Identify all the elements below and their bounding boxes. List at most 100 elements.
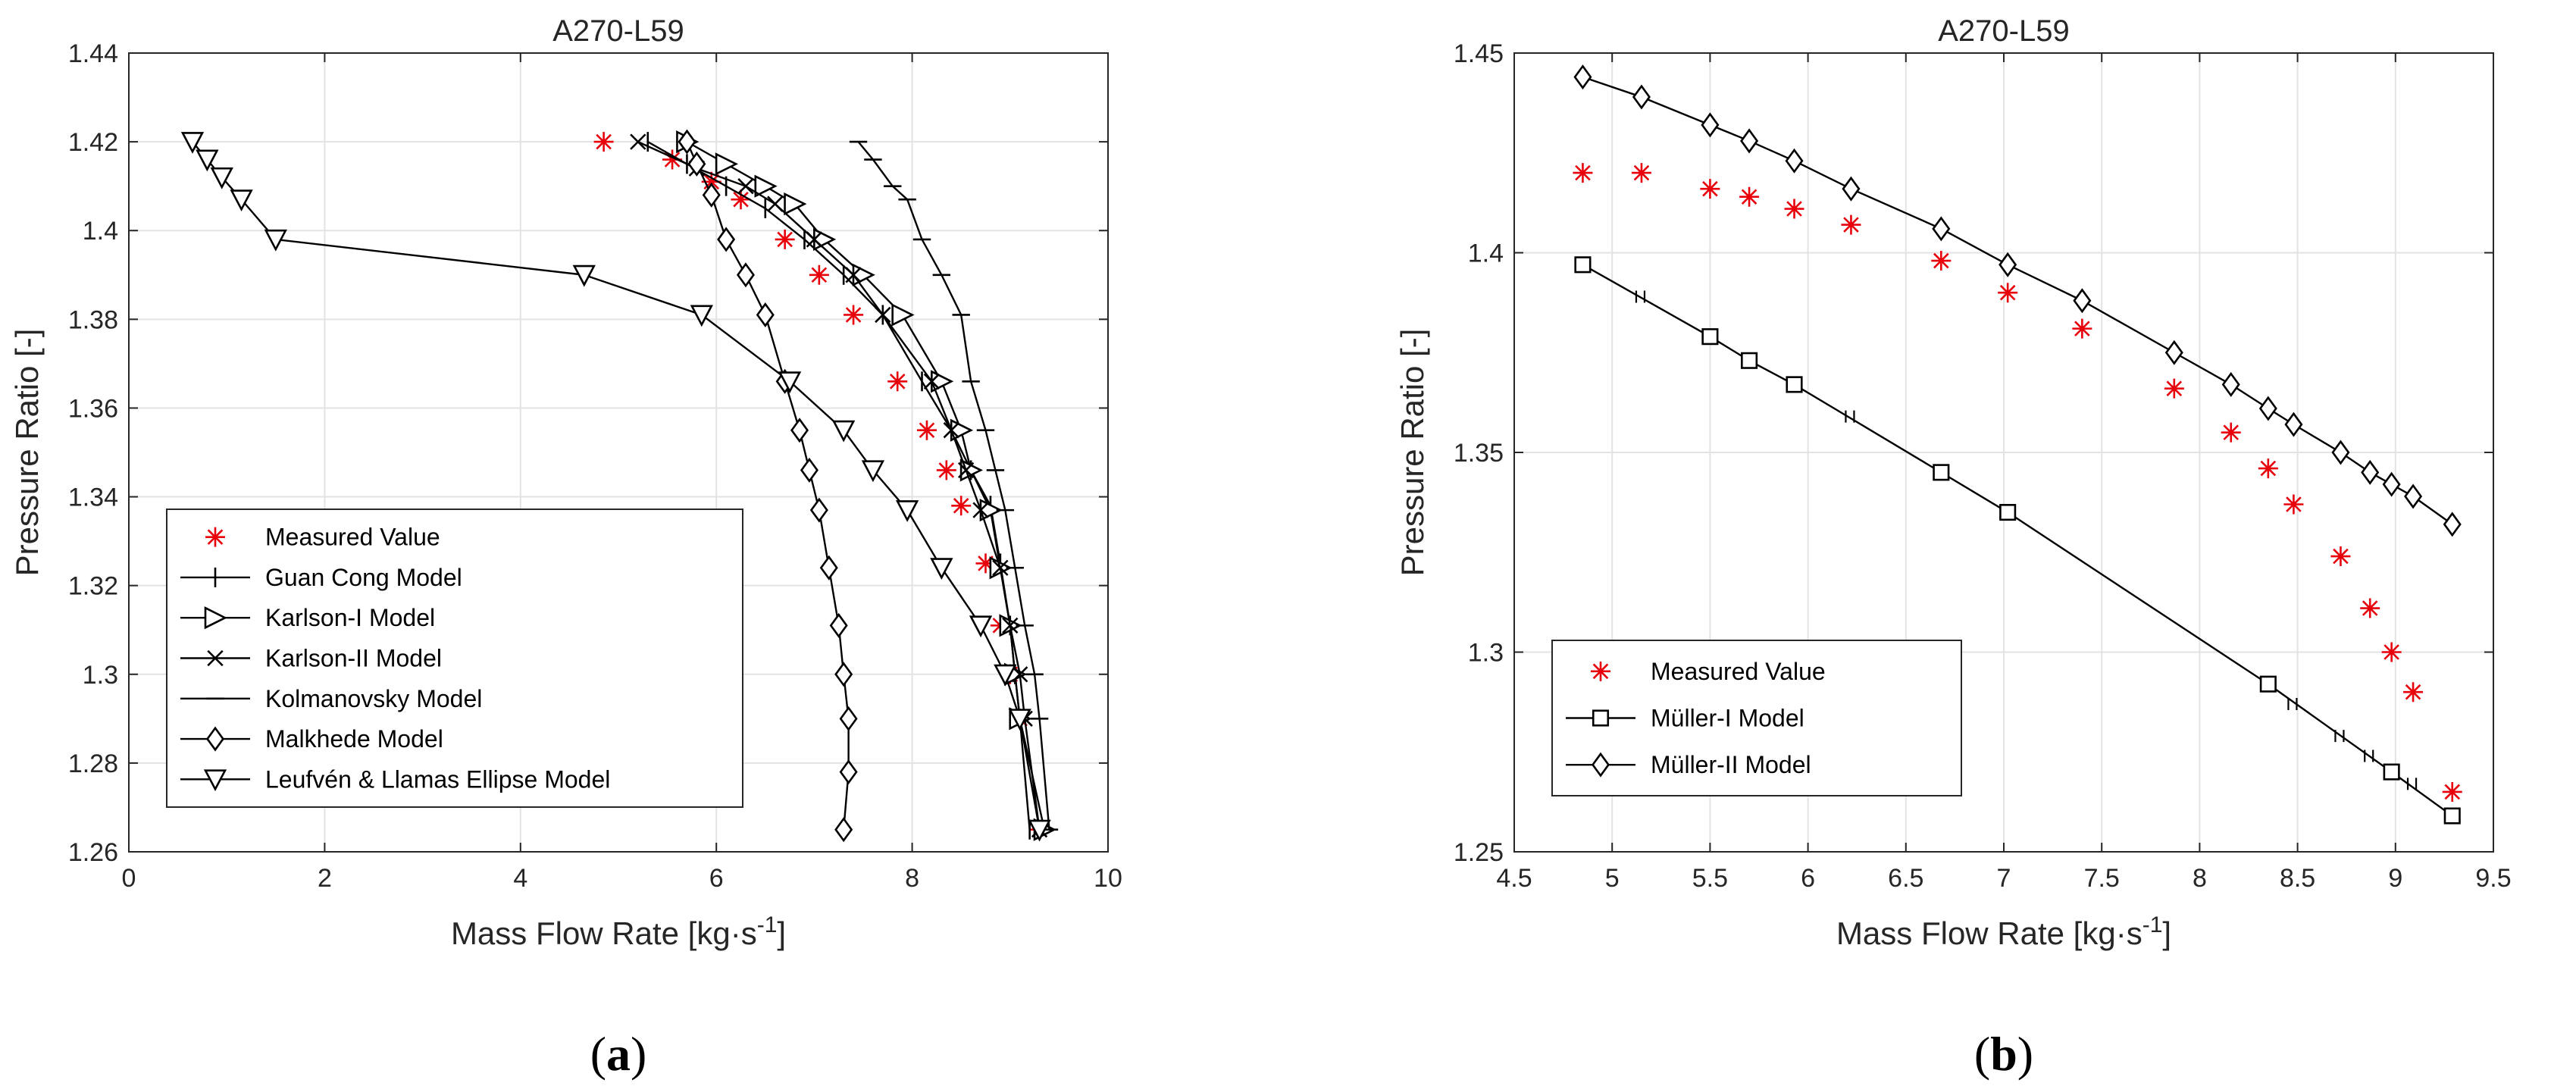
data-point [923,373,941,390]
data-point [992,559,1009,576]
y-tick-label: 1.45 [1454,39,1504,68]
data-point [230,189,253,212]
series-measured-value [1573,163,2462,802]
data-point [2258,396,2277,421]
x-axis-label-superscript: -1 [2142,912,2163,937]
x-tick-label: 7 [1997,864,2011,893]
data-point [2360,598,2380,618]
data-point [2443,512,2462,537]
data-point [702,182,721,208]
data-point [1785,148,1804,174]
data-point-tick [1635,290,1646,303]
y-tick-label: 1.4 [83,217,118,246]
data-point [593,132,614,152]
data-point [1008,709,1031,731]
data-point [2259,675,2277,693]
data-point [2283,494,2304,515]
data-point [809,264,829,285]
data-point [1701,112,1720,138]
x-tick-label: 8 [905,864,919,893]
data-point [2258,458,2278,479]
data-point [630,133,646,150]
chart-panel-a: 0 2 4 6 8 10 1.26 1.28 1.3 1.32 1.34 1.36 1.38 1.4 1.4… [9,14,1122,1081]
data-point [1740,128,1759,154]
legend-label: Müller-II Model [1651,751,1811,778]
data-point [2443,807,2461,825]
data-point [916,420,937,440]
data-point [1999,503,2017,521]
data-point [690,305,713,327]
x-tick-label: 9 [2388,864,2402,893]
data-point [951,496,972,516]
data-point [778,371,802,394]
series-line [857,141,1050,830]
data-point [2221,422,2241,443]
data-point [1573,163,1593,183]
data-point [2073,288,2092,314]
x-tick-label: 6.5 [1888,864,1923,893]
legend-marker [1591,661,1610,681]
data-point [969,615,993,638]
axes-box [128,52,1109,853]
data-point [264,229,287,252]
data-point [2331,440,2350,465]
data-point-tick [2364,749,2374,762]
series-leufv-n-llamas-ellipse-model [180,132,1051,842]
series-line [686,141,850,830]
data-point [2382,471,2401,497]
legend-label: Leufvén & Llamas Ellipse Model [265,765,610,793]
data-point [2381,642,2402,662]
data-point [1574,256,1592,274]
data-point [875,306,891,324]
panel-caption: (b) [1974,1027,2033,1081]
data-point [1002,617,1019,634]
data-point [1784,199,1804,219]
data-point [180,132,205,154]
data-point [790,418,809,443]
data-point [829,612,848,638]
legend-label: Measured Value [265,524,440,551]
series-kolmanovsky-model [849,140,1059,831]
data-point [800,457,818,483]
series-karlson-ii-model [630,133,1048,838]
data-point [1012,666,1028,683]
x-tick-label: 9.5 [2475,864,2511,893]
y-tick-label: 1.26 [68,838,118,867]
data-point [2383,763,2400,781]
x-tick-label: 0 [122,864,136,893]
y-tick-label: 1.36 [68,394,118,423]
data-point [1931,251,1952,271]
y-tick-label: 1.25 [1454,838,1504,867]
x-tick-label: 8 [2193,864,2207,893]
data-point [2361,459,2380,485]
data-point [2330,546,2351,567]
x-tick-label: 10 [1094,864,1122,893]
chart-title: A270-L59 [552,14,684,48]
data-point [844,305,864,325]
data-point [972,502,989,518]
data-point [736,262,755,288]
data-point [737,177,754,195]
data-point [210,167,233,189]
data-point [1841,214,1861,235]
legend-label: Müller-I Model [1651,705,1804,732]
data-point [819,555,838,580]
data-point [784,192,807,216]
data-point [2403,682,2424,703]
y-axis-label: Pressure Ratio [-] [9,329,45,577]
data-point [701,171,721,192]
data-point [2404,483,2423,509]
x-tick-label: 8.5 [2280,864,2315,893]
data-point [861,460,885,483]
data-point [834,817,853,843]
legend: Measured Value Müller-I Model Müller-II Mo… [1551,640,1962,796]
x-axis-label-main: Mass Flow Rate [kg·s [451,915,757,951]
data-point [715,152,739,176]
data-point [1701,328,1719,346]
legend-marker [205,726,225,752]
data-point [1786,376,1803,393]
legend-box [166,509,743,808]
data-point [834,662,853,687]
panel-caption-letter: b [1990,1027,2017,1081]
